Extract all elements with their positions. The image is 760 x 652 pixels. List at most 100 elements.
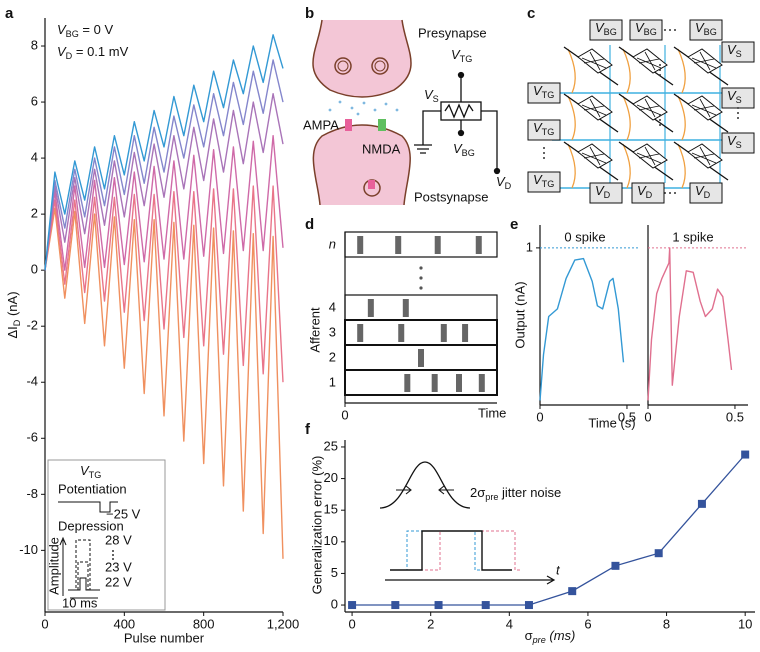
device-hatch bbox=[581, 146, 607, 166]
terminal-label: VS bbox=[424, 87, 439, 104]
vesicle bbox=[371, 57, 389, 75]
voltage-label: VBG bbox=[695, 20, 717, 37]
ellipsis-dot bbox=[419, 266, 423, 270]
inset-box bbox=[47, 459, 166, 611]
annotation-sub: BG bbox=[66, 29, 79, 39]
annotation-sub: D bbox=[66, 51, 73, 61]
dot bbox=[395, 108, 399, 112]
x-tick-label: 2 bbox=[427, 616, 434, 631]
inset-title-sub: TG bbox=[89, 470, 102, 480]
inset-text: Potentiation bbox=[58, 481, 127, 496]
data-line bbox=[539, 257, 625, 401]
inset-title-main: V bbox=[80, 463, 90, 478]
y-axis-label: ΔID (nA) bbox=[5, 291, 22, 338]
wire bbox=[422, 110, 441, 145]
ellipsis-dot bbox=[674, 192, 676, 194]
voltage-label-main: V bbox=[635, 20, 645, 35]
annotation-main: V bbox=[57, 22, 67, 37]
ellipsis-dot bbox=[659, 119, 661, 121]
source-wire bbox=[677, 95, 686, 141]
row-label: 3 bbox=[329, 324, 336, 339]
voltage-label-main: V bbox=[727, 42, 737, 57]
x-tick-label: 1,200 bbox=[267, 616, 300, 631]
dot bbox=[356, 112, 360, 116]
ellipsis-dot bbox=[659, 64, 661, 66]
amplitude-arrow bbox=[59, 536, 67, 596]
row-label: 2 bbox=[329, 349, 336, 364]
device-hatch bbox=[581, 98, 607, 118]
terminal-label-main: V bbox=[496, 174, 506, 189]
dot bbox=[328, 108, 332, 112]
voltage-label-sub: D bbox=[646, 190, 653, 200]
voltage-box bbox=[527, 171, 561, 193]
spike bbox=[478, 374, 485, 392]
voltage-box bbox=[689, 19, 723, 41]
legend-entry: 23 V bbox=[105, 559, 132, 574]
x-tick-label: 0 bbox=[348, 616, 355, 631]
data-marker bbox=[434, 601, 443, 610]
label: Postsynapse bbox=[414, 189, 488, 204]
voltage-label-main: V bbox=[695, 183, 705, 198]
terminal-label-sub: BG bbox=[462, 148, 475, 158]
presynaptic-terminal bbox=[312, 19, 412, 98]
source-wire bbox=[567, 95, 576, 141]
x-axis-label-main: σ bbox=[525, 628, 533, 643]
data-marker bbox=[654, 549, 663, 558]
device-hatch bbox=[691, 146, 717, 166]
spike bbox=[462, 324, 469, 342]
x-axis-label: Pulse number bbox=[124, 630, 205, 645]
y-axis-label-rest: (nA) bbox=[5, 291, 20, 319]
voltage-label-main: V bbox=[727, 88, 737, 103]
terminal bbox=[457, 129, 465, 137]
y-axis-label: Output (nA) bbox=[512, 281, 527, 348]
label: NMDA bbox=[362, 141, 401, 156]
x-axis-label-sub: pre bbox=[532, 635, 546, 645]
y-tick-label: 2 bbox=[31, 206, 38, 221]
source-wire bbox=[677, 143, 686, 189]
y-tick-label: 8 bbox=[31, 37, 38, 52]
raster-row bbox=[344, 294, 498, 321]
data-line bbox=[44, 135, 284, 271]
voltage-label-main: V bbox=[533, 172, 543, 187]
x-tick-label: 6 bbox=[584, 616, 591, 631]
pulse bbox=[390, 530, 512, 571]
inset-text: Amplitude bbox=[46, 537, 61, 595]
terminal-label-main: V bbox=[451, 47, 461, 62]
x-axis-label: σpre (ms) bbox=[525, 628, 576, 645]
voltage-label-main: V bbox=[595, 183, 605, 198]
spike bbox=[395, 236, 402, 254]
annotation: VD = 0.1 mV bbox=[57, 44, 129, 61]
raster-row bbox=[344, 231, 498, 258]
legend-entry: 22 V bbox=[105, 574, 132, 589]
panel-letter: d bbox=[305, 216, 314, 233]
x-tick-label: 0 bbox=[536, 409, 543, 424]
terminal-label-main: V bbox=[453, 141, 463, 156]
y-tick-label: 0 bbox=[331, 596, 338, 611]
time-arrow bbox=[385, 575, 556, 585]
source-wire bbox=[677, 48, 686, 94]
ellipsis-dot bbox=[669, 29, 671, 31]
y-tick-label: -2 bbox=[26, 318, 38, 333]
annotation-rest: = 0 V bbox=[79, 22, 114, 37]
y-tick-label: 25 bbox=[324, 438, 338, 453]
voltage-label: VTG bbox=[533, 83, 554, 100]
data-marker bbox=[568, 587, 577, 596]
y-axis-label: Afferent bbox=[307, 307, 322, 353]
voltage-label-sub: D bbox=[604, 190, 611, 200]
x-axis-label-rest: (ms) bbox=[546, 628, 576, 643]
channel-zigzag bbox=[444, 103, 474, 119]
voltage-label-main: V bbox=[727, 133, 737, 148]
x-tick-label: 10 bbox=[738, 616, 752, 631]
data-line bbox=[647, 247, 733, 401]
ellipsis-dot bbox=[737, 107, 739, 109]
voltage-label-main: V bbox=[695, 20, 705, 35]
label: AMPA bbox=[303, 117, 339, 132]
row-label: 1 bbox=[329, 374, 336, 389]
voltage-label: VS bbox=[727, 133, 742, 150]
ellipsis-dot bbox=[737, 117, 739, 119]
device-hatch bbox=[636, 98, 662, 118]
voltage-box bbox=[689, 182, 723, 204]
